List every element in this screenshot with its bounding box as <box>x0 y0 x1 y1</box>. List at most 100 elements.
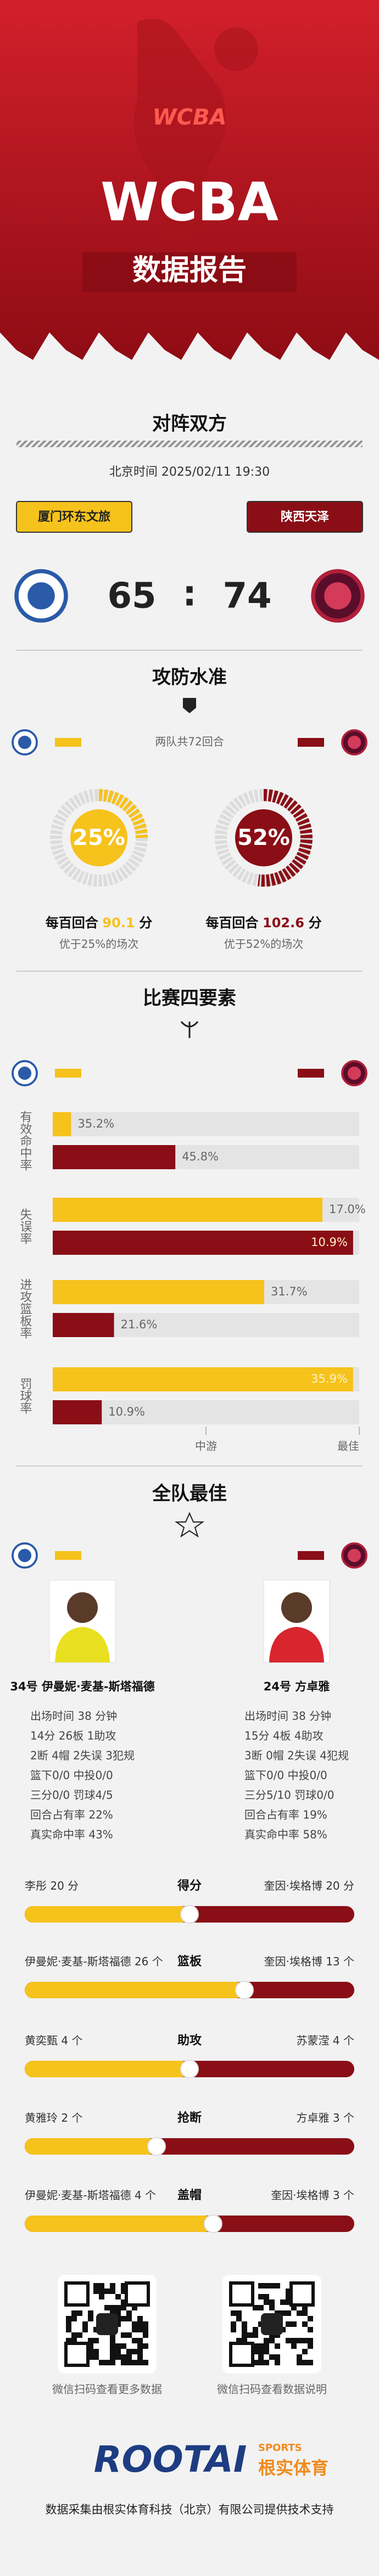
logo: WCBA <box>153 105 227 130</box>
qr-cell <box>137 2338 143 2343</box>
qr-cell <box>258 2283 264 2288</box>
qr-logo <box>96 2313 118 2335</box>
undefined: 20 <box>50 1879 64 1892</box>
factor-value: 31.7% <box>271 1285 308 1298</box>
qr-cell <box>82 2321 88 2327</box>
qr-cell <box>275 2354 280 2360</box>
qr-cell <box>258 2354 264 2360</box>
home-team-button <box>16 501 132 533</box>
player-body <box>269 1627 324 1662</box>
leader-knob <box>235 1981 254 1999</box>
rating-prefix: 每百回合 <box>46 915 99 931</box>
qr-cell <box>121 2283 126 2288</box>
qr-cell <box>132 2305 137 2310</box>
player-stat: 篮下0/0 中投0/0 <box>30 1769 113 1782</box>
rating: 每百回合 102.6 分 <box>205 915 321 931</box>
qr-cell <box>110 2354 115 2360</box>
rating-note: 优于25%的场次 <box>59 938 138 951</box>
qr-cell <box>297 2360 302 2365</box>
leader-bar-home <box>25 2138 157 2155</box>
qr-cell <box>110 2288 115 2294</box>
qr-cell <box>93 2283 99 2288</box>
qr-cell <box>275 2360 280 2365</box>
player-name: 34号 伊曼妮·麦基-斯塔福德 <box>10 1680 154 1693</box>
player-stat: 回合占有率 22% <box>30 1808 113 1822</box>
qr-cell <box>93 2288 99 2294</box>
qr-cell <box>121 2343 126 2349</box>
percentile-label: 52% <box>237 825 290 850</box>
home-team-name: 厦门环东文旅 <box>38 510 110 524</box>
home-leader: 黄奕甄 4 个 <box>25 2034 82 2047</box>
qr-cell <box>71 2332 77 2338</box>
qr-cell <box>269 2338 275 2343</box>
section-title: 比赛四要素 <box>143 988 236 1010</box>
qr-cell <box>132 2338 137 2343</box>
qr-logo <box>261 2313 283 2335</box>
qr-cell <box>137 2360 143 2365</box>
qr-cell <box>242 2338 247 2343</box>
qr-cell <box>286 2288 291 2294</box>
qr-cell <box>126 2332 132 2338</box>
factor-value: 45.8% <box>182 1150 219 1163</box>
qr-cell <box>71 2338 77 2343</box>
section-title: 对阵双方 <box>152 413 227 435</box>
qr-cell <box>297 2338 302 2343</box>
torn-edge <box>0 329 379 395</box>
undefined: 20 <box>326 1879 339 1892</box>
undefined: 个 <box>71 2111 82 2124</box>
leader-knob <box>180 1905 199 1924</box>
leader-category: 抢断 <box>177 2111 202 2125</box>
score-separator: : <box>182 574 197 615</box>
qr-cell <box>231 2327 236 2332</box>
qr-cell <box>104 2305 110 2310</box>
factor-bar <box>53 1313 114 1337</box>
player-stat: 15分 4板 4助攻 <box>244 1729 324 1743</box>
logo-inner <box>324 582 352 610</box>
qr-cell <box>291 2305 297 2310</box>
logo-inner <box>347 1548 361 1563</box>
leader-knob <box>203 2214 222 2233</box>
logo-inner <box>347 735 361 749</box>
undefined: 个 <box>343 1955 354 1968</box>
qr-finder <box>64 2342 90 2367</box>
home-leader: 伊曼妮·麦基-斯塔福德 4 个 <box>25 2189 156 2202</box>
qr-cell <box>253 2332 258 2338</box>
qr-cell <box>115 2294 121 2299</box>
qr-cell <box>286 2310 291 2316</box>
home-color <box>55 1551 81 1560</box>
credit: 数据采集由根实体育科技（北京）有限公司提供技术支持 <box>46 2503 334 2516</box>
qr-cell <box>291 2338 297 2343</box>
qr-cell <box>110 2305 115 2310</box>
player-silhouette <box>134 19 226 242</box>
section-icon <box>180 1021 199 1038</box>
player-head <box>281 1592 312 1623</box>
qr-cell <box>126 2354 132 2360</box>
factor-bar <box>53 1280 265 1304</box>
match-time: 北京时间 2025/02/11 19:30 <box>109 465 270 479</box>
qr-cell <box>264 2343 269 2349</box>
possessions: 两队共72回合 <box>155 735 224 748</box>
qr-cell <box>88 2338 93 2343</box>
qr-cell <box>99 2283 104 2288</box>
factor-bar <box>53 1367 353 1391</box>
qr-cell <box>143 2327 148 2332</box>
percentile-label: 25% <box>73 825 125 850</box>
logo-inner <box>18 735 32 749</box>
qr-cell <box>93 2354 99 2360</box>
undefined: 26 <box>135 1955 148 1968</box>
qr-cell <box>66 2327 71 2332</box>
leader-bar-home <box>25 2061 190 2077</box>
qr-cell <box>66 2338 71 2343</box>
undefined: 4 <box>333 2034 340 2047</box>
qr-cell <box>126 2349 132 2354</box>
undefined: 个 <box>343 2034 354 2047</box>
qr-cell <box>132 2321 137 2327</box>
qr-finder <box>125 2281 150 2307</box>
player-stat: 出场时间 38 分钟 <box>244 1710 331 1723</box>
section-icon <box>183 698 196 713</box>
qr-cell <box>275 2283 280 2288</box>
qr-cell <box>137 2349 143 2354</box>
undefined: 个 <box>343 2189 354 2202</box>
qr-cell <box>231 2310 236 2316</box>
qr-cell <box>308 2360 313 2365</box>
